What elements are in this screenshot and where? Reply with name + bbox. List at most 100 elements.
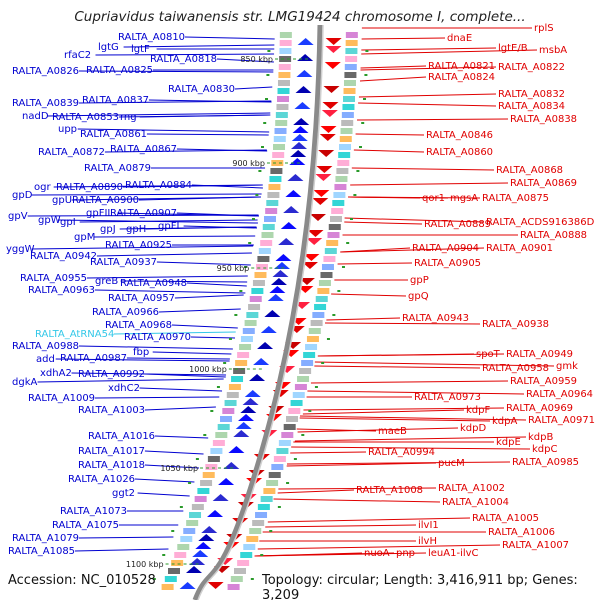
gene-leader-line (156, 261, 251, 266)
gene-leader-line (299, 417, 491, 422)
gene-leader-line (360, 65, 427, 69)
gc-track-block (318, 280, 331, 286)
forward-feature-arrow (290, 150, 307, 157)
gene-label: RALTA_A0901 (486, 243, 553, 254)
gene-label: RALTA_A0942 (30, 251, 97, 262)
gene-leader-line (78, 536, 174, 539)
gene-leader-line (184, 36, 275, 40)
gene-label: RALTA_A0907 (110, 208, 177, 219)
gene-label: RALTA_A1006 (488, 527, 555, 538)
tick-dot (263, 122, 267, 124)
reverse-feature-arrow (207, 582, 224, 589)
gene-label: RALTA_A0868 (496, 165, 563, 176)
gc-track-block (251, 288, 264, 294)
forward-feature-arrow (249, 374, 266, 381)
gc-track-block (310, 320, 323, 326)
gc-track-block (260, 240, 273, 246)
gene-leader-line (176, 148, 268, 152)
gc-track-block (342, 104, 355, 110)
gc-track-block (252, 520, 265, 526)
gene-label: RALTA_A0875 (482, 193, 549, 204)
gene-leader-line (348, 196, 481, 199)
gc-track-block (343, 88, 356, 94)
gene-label: RALTA_A1005 (472, 513, 539, 524)
gene-label: RALTA_A0985 (512, 457, 579, 468)
forward-feature-arrow (195, 542, 212, 549)
gene-label: RALTA_A0970 (124, 332, 191, 343)
gene-label: RALTA_A0969 (506, 403, 573, 414)
gc-track-block (262, 224, 275, 230)
gc-track-block (275, 112, 288, 118)
gene-label: RALTA_A0834 (498, 101, 565, 112)
gc-track-block (305, 344, 318, 350)
gene-label: RALTA_A0925 (105, 240, 172, 251)
gene-leader-line (303, 407, 505, 411)
gc-track-block (255, 512, 268, 518)
topology-summary: Topology: circular; Length: 3,416,911 bp… (262, 573, 578, 600)
gene-label: gpFII (86, 208, 110, 219)
gc-track-block (345, 32, 358, 38)
forward-feature-arrow (269, 286, 286, 293)
gc-track-block (341, 120, 354, 126)
reverse-feature-arrow (323, 86, 340, 93)
gene-label: ilvI1 (418, 520, 439, 531)
gc-track-block (261, 232, 274, 238)
forward-feature-arrow (297, 38, 314, 45)
gene-label: RALTA_A0949 (506, 349, 573, 360)
gene-leader-line (326, 317, 401, 321)
gc-track-block (226, 392, 239, 398)
gene-leader-line (77, 128, 270, 133)
gene-leader-line (294, 436, 527, 442)
reverse-feature-arrow (303, 254, 320, 261)
gc-track-block (246, 312, 259, 318)
tick-dot (301, 434, 305, 436)
gc-track-block (277, 88, 290, 94)
gc-track-block (244, 320, 257, 326)
gene-leader-line (344, 217, 485, 223)
reverse-feature-arrow (313, 190, 330, 197)
gc-track-block (161, 584, 174, 590)
gene-label: RALTA_A1007 (502, 540, 569, 551)
tick-dot (188, 482, 192, 484)
gene-leader-line (331, 293, 407, 297)
gene-label: xdhC2 (108, 383, 140, 394)
gene-label: RALTA_A0888 (520, 230, 587, 241)
gene-label: nadD (22, 111, 49, 122)
gc-track-block (314, 304, 327, 310)
forward-feature-arrow (270, 278, 287, 285)
gene-label: gpD (12, 190, 33, 201)
tick-dot (248, 242, 252, 244)
kbp-position-label: 950 kbp (217, 264, 250, 273)
gene-label: gmk (556, 361, 578, 372)
gene-label: ilvH (418, 536, 437, 547)
kbp-position-label: 1000 kbp (189, 365, 227, 374)
gene-label: rng (120, 112, 137, 123)
kbp-position-label: 1050 kbp (160, 464, 198, 473)
gene-label: gpI (60, 217, 76, 228)
gene-label: RALTA_A0826 (12, 66, 79, 77)
reverse-feature-arrow (318, 150, 335, 157)
tick-dot (353, 194, 357, 196)
gc-track-block (269, 176, 282, 182)
gc-track-block (273, 456, 286, 462)
gene-label: RALTA_A1017 (78, 446, 145, 457)
gene-leader-line (120, 280, 248, 283)
gc-track-block (343, 96, 356, 102)
tick-dot (250, 578, 254, 580)
gene-label: xdhA2 (40, 368, 72, 379)
gene-leader-line (78, 345, 233, 350)
gc-track-block (202, 472, 215, 478)
gc-track-block (249, 528, 262, 534)
tick-dot (321, 362, 325, 364)
gene-label: RALTA_A0992 (78, 369, 145, 380)
gc-track-block (186, 520, 199, 526)
forward-feature-arrow (244, 390, 261, 397)
gene-label: RALTA_A0994 (368, 447, 435, 458)
forward-feature-arrow (189, 558, 206, 565)
gene-label: gpU (52, 195, 72, 206)
gc-track-block (345, 56, 358, 62)
gc-track-block (306, 336, 319, 342)
reverse-feature-arrow (301, 262, 318, 269)
gene-label: RALTA_A1018 (78, 460, 145, 471)
gene-label: ggt2 (112, 488, 135, 499)
